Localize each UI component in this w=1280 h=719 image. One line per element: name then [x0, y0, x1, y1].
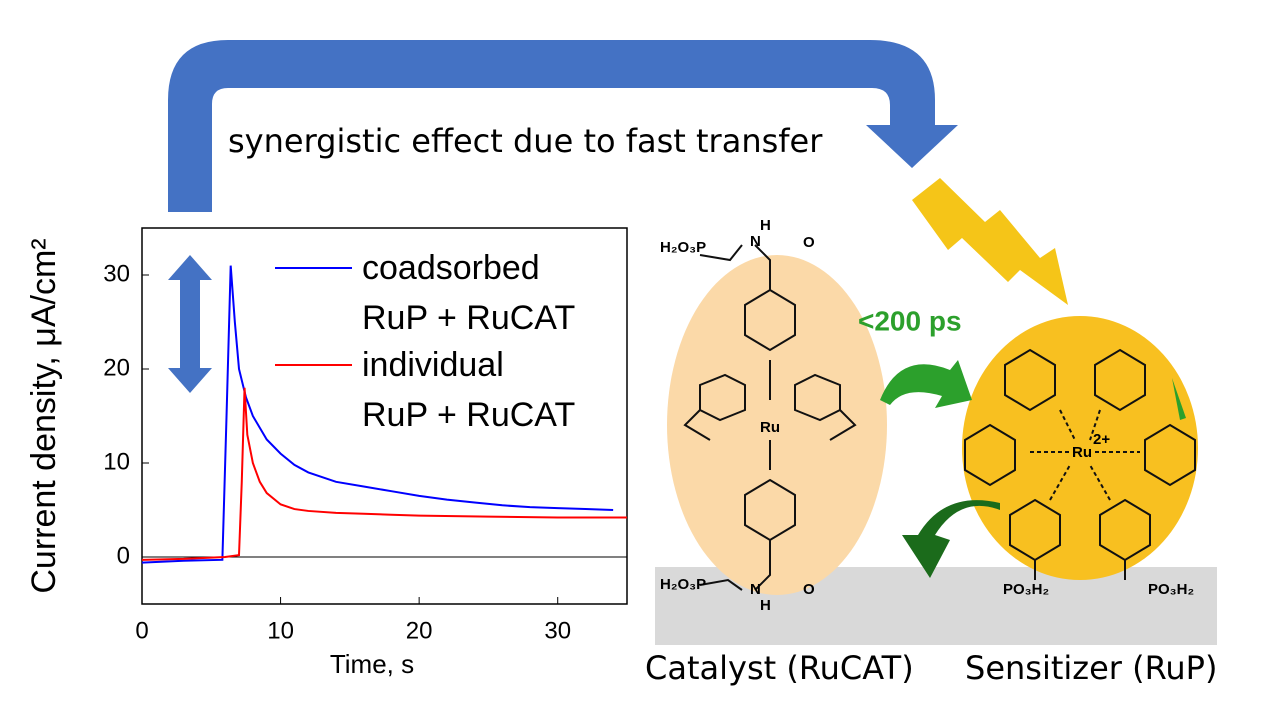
data-line [141, 265, 614, 564]
legend-entry: individual RuP + RuCAT [362, 346, 576, 434]
transfer-time: <200 ps [858, 305, 962, 336]
double-arrow [168, 255, 212, 393]
sensitizer-structure [964, 348, 1196, 580]
atom: O [803, 581, 815, 598]
y-tick-label: 10 [103, 448, 130, 475]
lightning [912, 178, 1068, 305]
sensitizer-label: Sensitizer (RuP) [965, 649, 1217, 687]
green-arrow [880, 360, 972, 408]
atom: 2+ [1093, 431, 1110, 448]
atom: H [760, 597, 771, 614]
atom: H₂O₃P [660, 239, 706, 256]
arrow-label: synergistic effect due to fast transfer [228, 122, 823, 160]
x-axis-label: Time, s [330, 649, 414, 679]
atom: Ru [760, 419, 780, 436]
transfer-arrow [168, 40, 958, 212]
sensitizer-blob [962, 316, 1198, 580]
atom: PO₃H₂ [1003, 581, 1049, 598]
x-tick-label: 10 [267, 617, 294, 644]
y-tick-label: 0 [117, 542, 130, 569]
legend-label: individual RuP + RuCAT [362, 346, 576, 434]
green-mark [1172, 378, 1186, 420]
catalyst-blob [667, 255, 887, 595]
atom: H₂O₃P [660, 576, 706, 593]
atom: PO₃H₂ [1148, 581, 1194, 598]
atom: N [750, 581, 761, 598]
plot-frame [141, 227, 628, 605]
y-tick-label: 20 [103, 354, 130, 381]
legend-entry: coadsorbed RuP + RuCAT [362, 249, 576, 337]
atom: N [750, 233, 761, 250]
atom: O [803, 234, 815, 251]
y-tick-label: 30 [103, 260, 130, 287]
atom: Ru [1072, 444, 1092, 461]
x-tick-label: 0 [135, 617, 148, 644]
y-axis-label: Current density, μA/cm² [25, 238, 63, 593]
x-tick-label: 20 [406, 617, 433, 644]
catalyst-label: Catalyst (RuCAT) [645, 649, 914, 687]
legend-label: coadsorbed RuP + RuCAT [362, 249, 576, 337]
data-line [141, 387, 627, 561]
atom: H [760, 217, 771, 234]
dark-green-arrow [902, 500, 1000, 578]
catalyst-structure [683, 244, 857, 591]
x-tick-label: 30 [544, 617, 571, 644]
